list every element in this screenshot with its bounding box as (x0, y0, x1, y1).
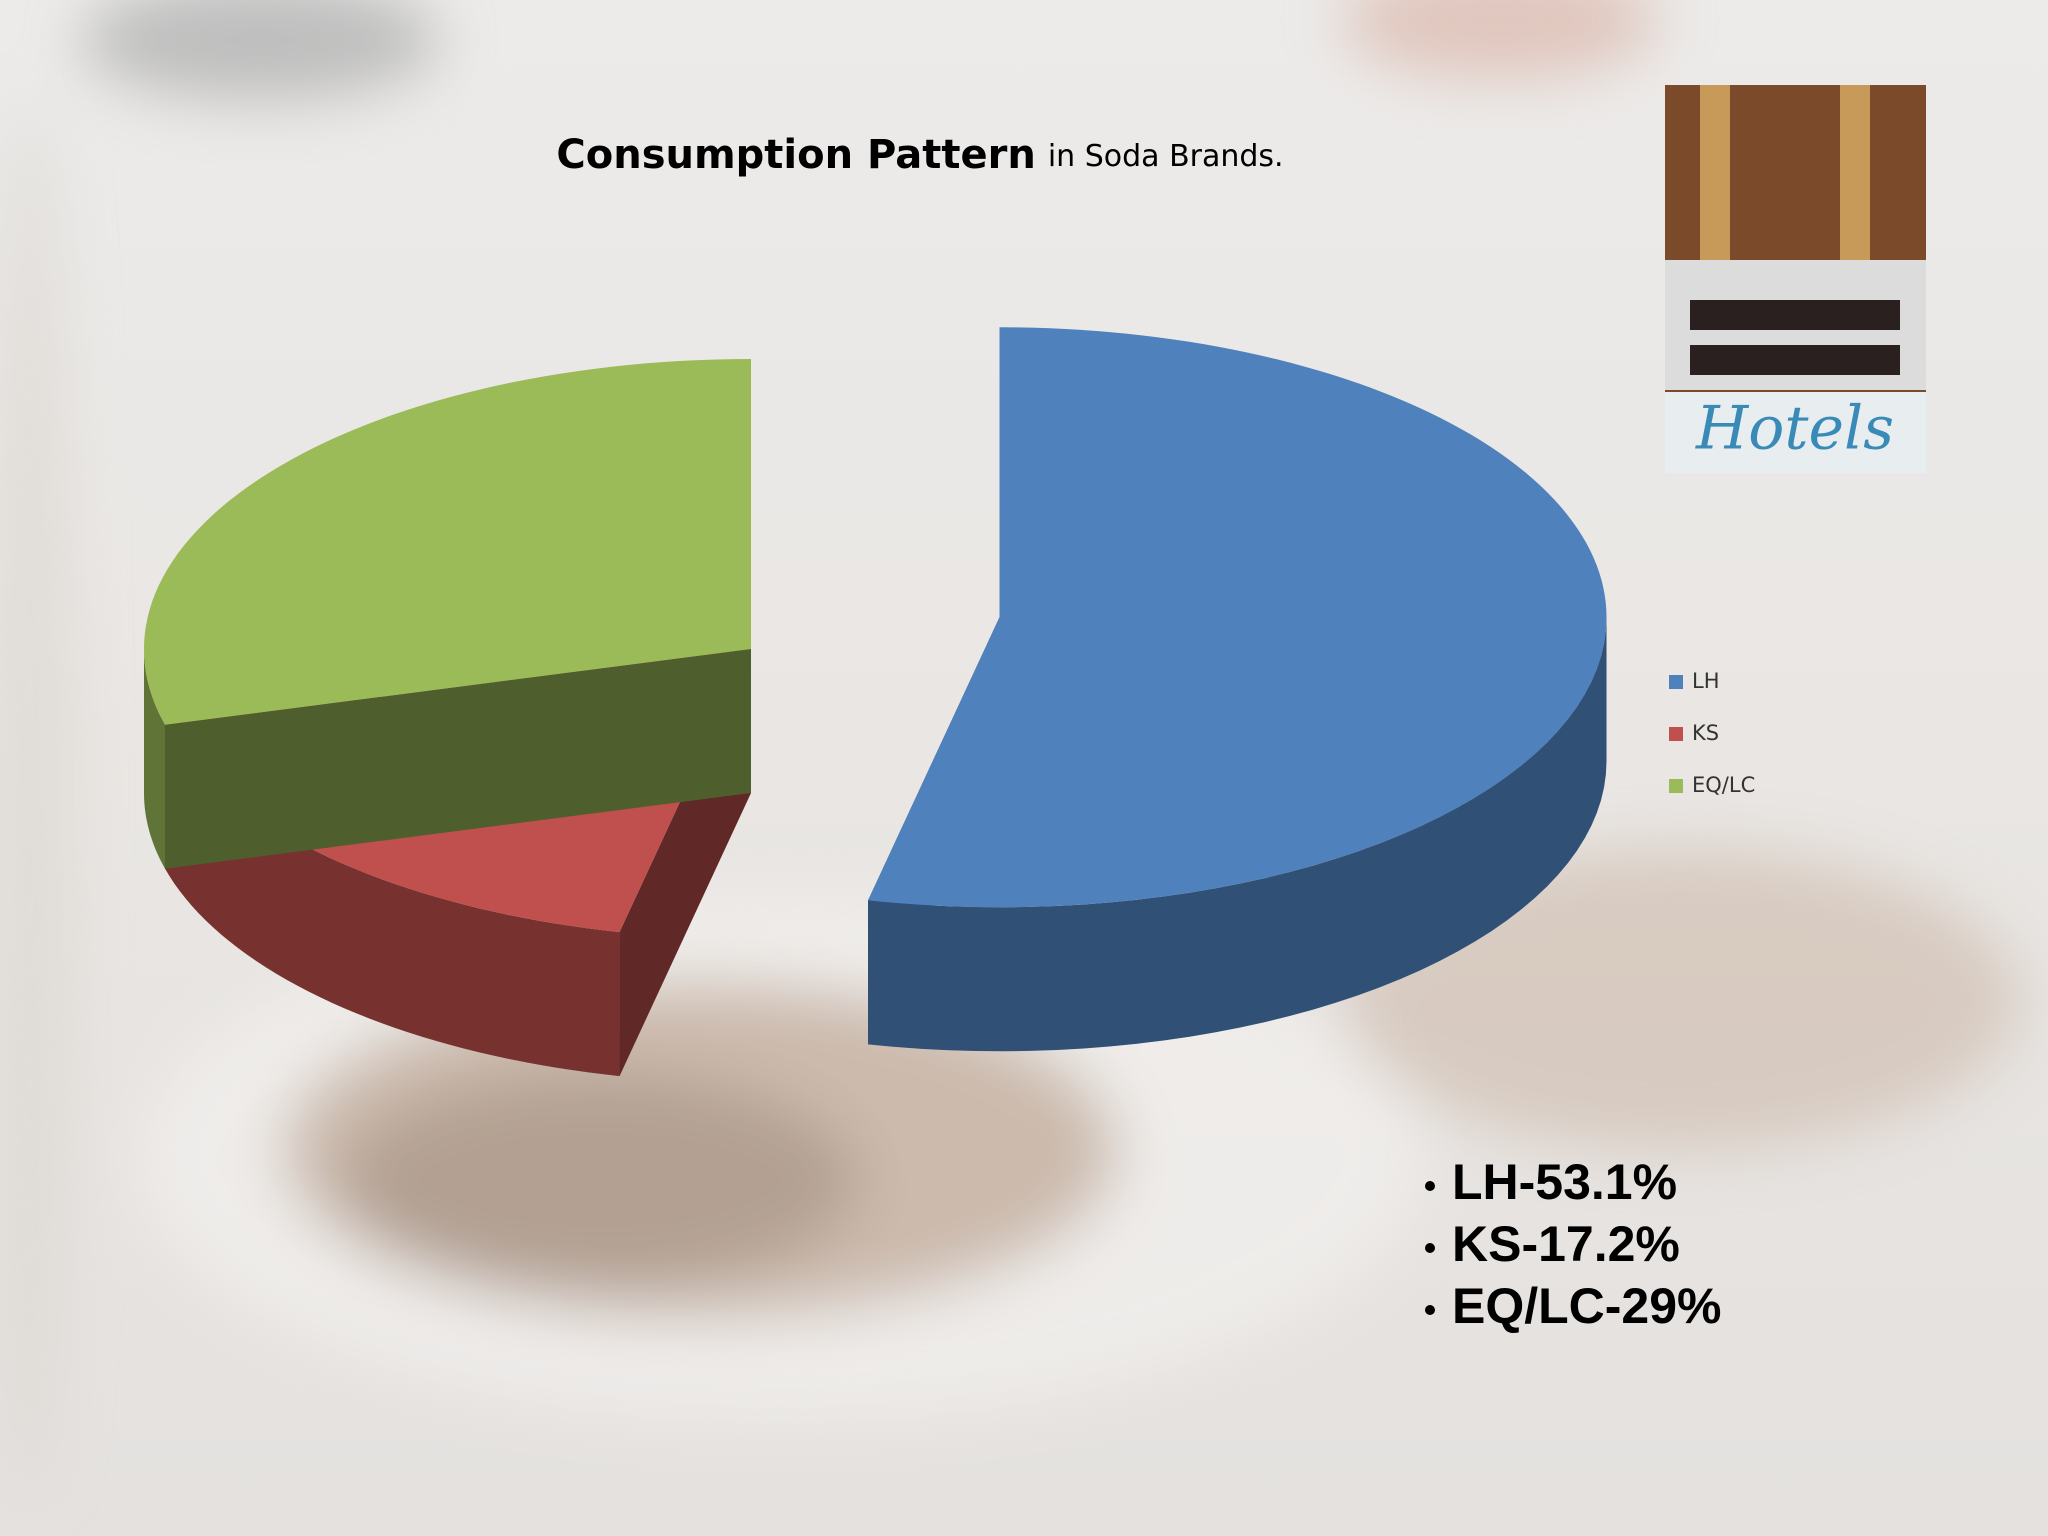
legend-swatch (1669, 675, 1683, 689)
slice-cut-face (165, 649, 752, 869)
pie-slice-top (144, 359, 751, 725)
bullet-text: LH-53.1% (1452, 1154, 1677, 1210)
pie-slice-top (868, 327, 1607, 908)
legend: LH KS EQ/LC (1669, 669, 1755, 797)
bullet-text: EQ/LC-29% (1452, 1278, 1722, 1334)
legend-swatch (1669, 779, 1683, 793)
hotel-picture: Hotels (1665, 85, 1926, 473)
slide-title: Consumption Pattern in Soda Brands. (556, 132, 1283, 178)
legend-label: LH (1692, 669, 1720, 693)
bullet-dot (1425, 1305, 1435, 1315)
picture-caption: Hotels (1695, 394, 1894, 464)
slice-side (868, 617, 1607, 1052)
pie-slice (868, 327, 1607, 1052)
title-suffix: in Soda Brands. (1048, 139, 1284, 174)
bullet-dot (1425, 1181, 1435, 1191)
bullet-list: LH-53.1% KS-17.2% EQ/LC-29% (1425, 1154, 1722, 1334)
legend-swatch (1669, 727, 1683, 741)
bullet-dot (1425, 1243, 1435, 1253)
slice-side (144, 649, 166, 869)
legend-label: EQ/LC (1692, 773, 1755, 797)
title-main: Consumption Pattern (556, 132, 1035, 178)
picture-chairs (1690, 300, 1900, 330)
legend-label: KS (1692, 721, 1719, 745)
pie-chart (144, 327, 1607, 1077)
picture-chairs (1690, 345, 1900, 375)
pie-slice (144, 359, 752, 869)
picture-caption-band (1665, 392, 1926, 473)
bullet-text: KS-17.2% (1452, 1216, 1680, 1272)
slice-side (165, 724, 620, 1077)
